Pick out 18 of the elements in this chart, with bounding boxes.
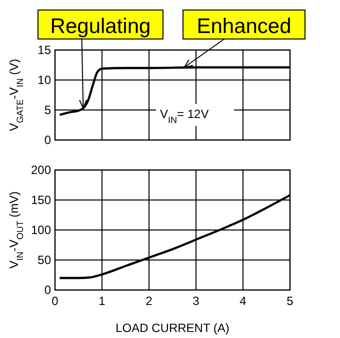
y-tick-label: 0 — [44, 133, 52, 148]
y-tick-label: 200 — [30, 163, 52, 178]
y-tick-label: 0 — [44, 283, 52, 298]
y-tick-label: 100 — [30, 223, 52, 238]
x-tick-label: 5 — [286, 294, 294, 308]
annotation: Enhanced — [196, 15, 292, 38]
y-tick-label: 15 — [38, 43, 52, 58]
annotation: Regulating — [50, 15, 151, 38]
y-tick-label: 50 — [38, 253, 52, 268]
y-tick-label: 5 — [44, 103, 52, 118]
x-tick-label: 4 — [240, 294, 247, 308]
annotation: V$_{IN}$= 12V — [160, 107, 209, 125]
x-tick-label: 1 — [98, 294, 106, 308]
x-tick-label: 2 — [146, 294, 153, 308]
y-tick-label: 150 — [30, 193, 52, 208]
y-tick-label: 10 — [38, 73, 52, 88]
x-axis-title: LOAD CURRENT (A) — [116, 321, 230, 335]
x-tick-label: 3 — [192, 294, 200, 308]
